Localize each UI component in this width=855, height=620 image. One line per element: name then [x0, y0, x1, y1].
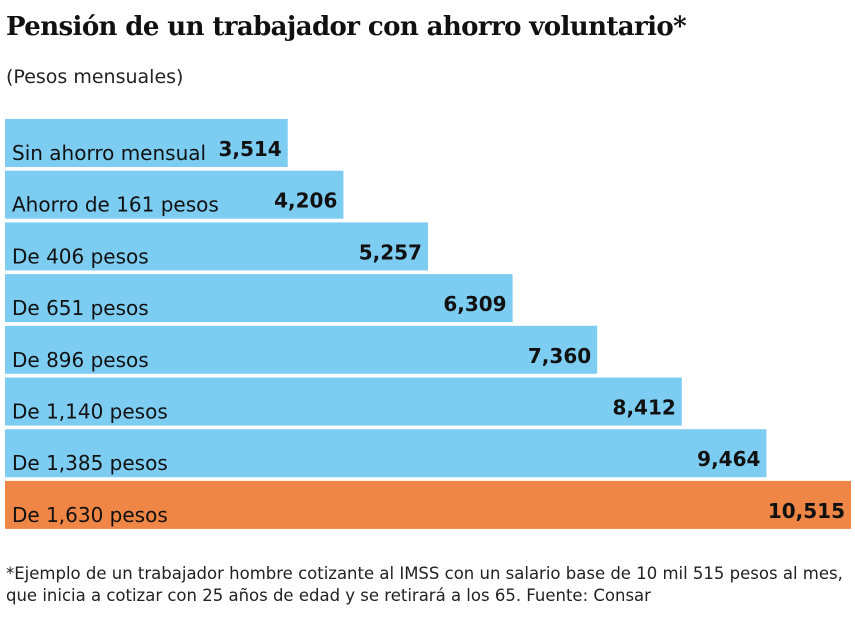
bar-category-label: De 406 pesos	[12, 244, 149, 268]
bar	[5, 274, 513, 323]
bar	[5, 119, 288, 167]
bar-category-label: De 1,630 pesos	[12, 503, 168, 527]
bar	[5, 222, 428, 271]
chart-subtitle: (Pesos mensuales)	[6, 66, 184, 88]
bar-category-label: Sin ahorro mensual	[12, 141, 206, 165]
bar-value-label: 10,515	[768, 499, 845, 523]
bar-chart: Sin ahorro mensual 3,514 Ahorro de 161 pes…	[5, 119, 851, 529]
bar	[5, 377, 682, 426]
chart-title: Pensión de un trabajador con ahorro volu…	[6, 12, 687, 42]
bar	[5, 170, 344, 219]
bar-value-label: 8,412	[613, 396, 676, 420]
bar-value-label: 3,514	[218, 137, 281, 161]
bar	[5, 480, 851, 529]
bar-category-label: De 651 pesos	[12, 296, 149, 320]
footnote: *Ejemplo de un trabajador hombre cotizan…	[6, 564, 843, 605]
bar	[5, 325, 598, 374]
bar	[5, 429, 767, 478]
bar-category-label: De 1,385 pesos	[12, 451, 168, 475]
bar-category-label: De 896 pesos	[12, 348, 149, 372]
bar-category-label: Ahorro de 161 pesos	[12, 193, 219, 217]
bar-category-label: De 1,140 pesos	[12, 400, 168, 424]
bar-value-label: 5,257	[359, 240, 422, 264]
bar-value-label: 9,464	[697, 447, 760, 471]
bar-value-label: 4,206	[274, 189, 337, 213]
bar-value-label: 6,309	[443, 292, 506, 316]
bar-value-label: 7,360	[528, 344, 591, 368]
